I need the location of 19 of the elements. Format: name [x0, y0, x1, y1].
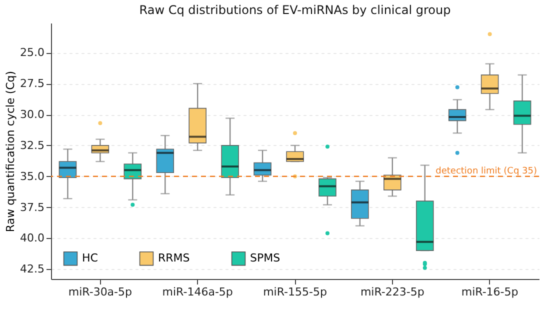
y-tick-label: 30.0 — [20, 108, 44, 122]
y-axis-title: Raw quantification cycle (Cq) — [4, 70, 18, 232]
y-tick-label: 37.5 — [20, 200, 44, 214]
y-tick-label: 32.5 — [20, 138, 44, 152]
y-tick-label: 40.0 — [20, 232, 44, 245]
legend-label: RRMS — [158, 252, 190, 265]
y-tick-label: 27.5 — [20, 77, 44, 90]
chart-title: Raw Cq distributions of EV-miRNAs by clinical group — [139, 3, 451, 17]
y-tick-label: 42.5 — [20, 262, 44, 276]
ref-line-label: detection limit (Cq 35) — [436, 166, 537, 176]
x-tick-label: miR-155-5p — [263, 286, 327, 298]
legend-label: SPMS — [250, 252, 280, 265]
y-tick-label: 25.0 — [20, 46, 44, 60]
y-tick-label: 35.0 — [20, 170, 44, 183]
x-tick-label: miR-146a-5p — [162, 286, 233, 298]
legend-label: HC — [82, 252, 98, 265]
x-tick-label: miR-223-5p — [360, 286, 424, 298]
x-tick-label: miR-30a-5p — [68, 286, 132, 298]
x-tick-label: miR-16-5p — [461, 286, 518, 298]
